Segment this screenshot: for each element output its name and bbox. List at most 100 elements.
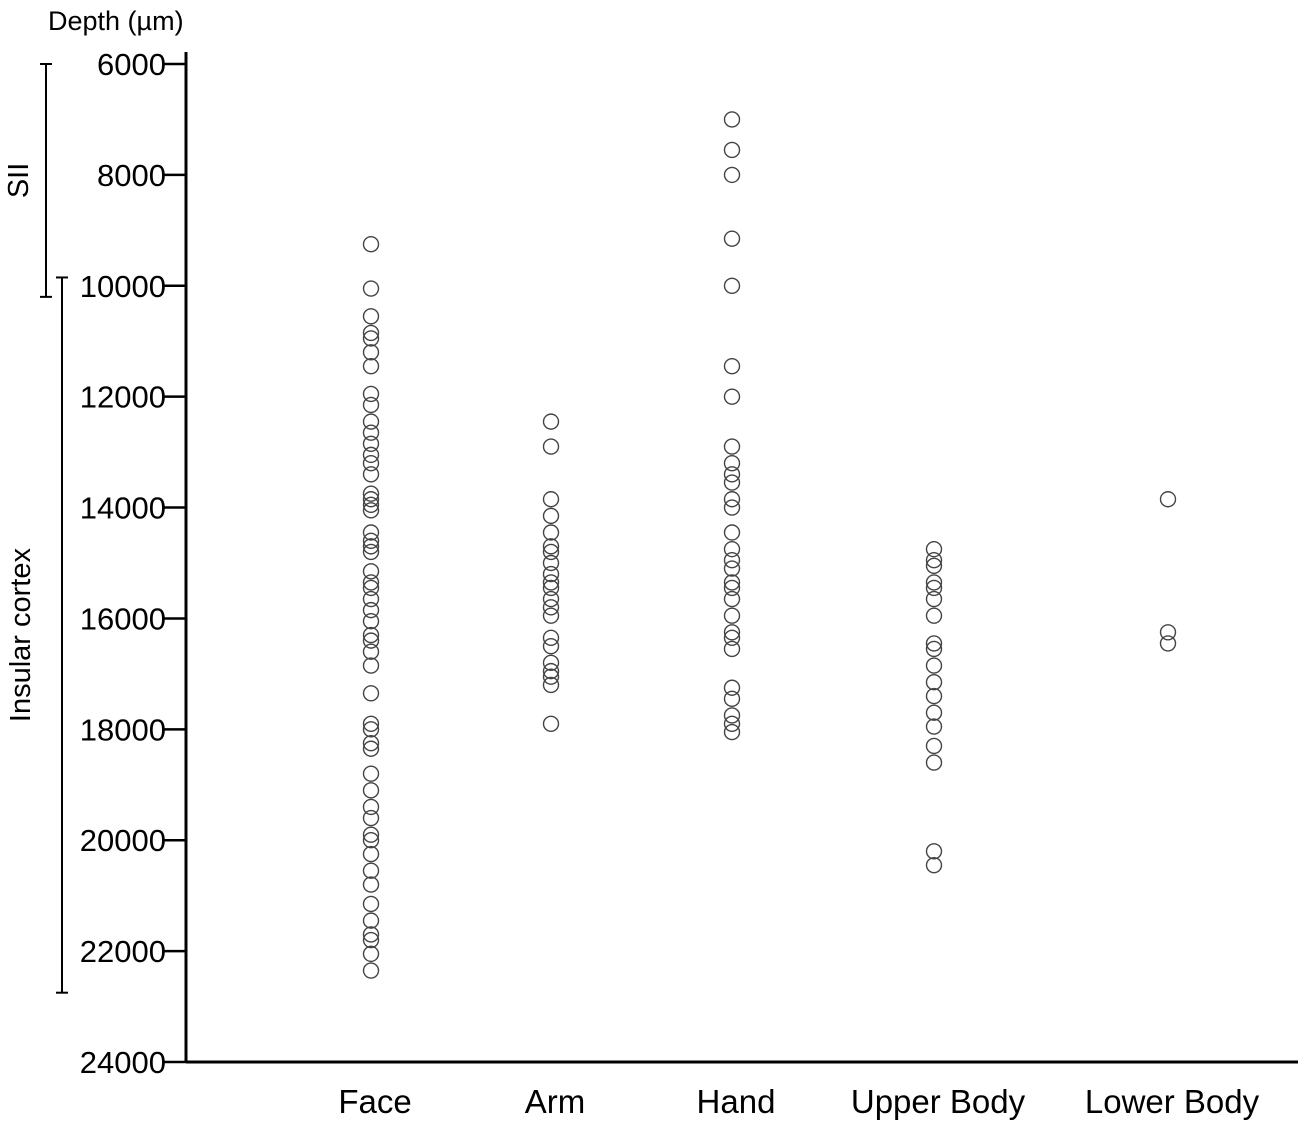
point-upper-body-17 [925, 856, 943, 874]
point-arm-3 [542, 507, 560, 525]
point-hand-15 [723, 552, 741, 569]
point-face-40 [362, 798, 380, 816]
point-lower-body-1 [1159, 624, 1177, 641]
point-face-39 [362, 782, 380, 799]
y-tick-label-18000: 18000 [80, 712, 166, 747]
point-face-38 [362, 765, 380, 782]
point-hand-5 [723, 357, 741, 375]
point-face-47 [362, 895, 380, 913]
point-hand-3 [723, 230, 741, 247]
point-arm-18 [542, 668, 560, 685]
point-face-17 [362, 496, 380, 513]
category-label-arm: Arm [525, 1083, 586, 1120]
point-arm-9 [542, 574, 560, 591]
point-face-33 [362, 685, 380, 702]
point-face-4 [362, 330, 380, 347]
point-hand-14 [723, 540, 741, 558]
point-hand-24 [723, 679, 741, 696]
point-arm-20 [542, 715, 560, 732]
point-arm-0 [542, 413, 560, 430]
region-label-sii: SII [3, 163, 35, 198]
point-face-16 [362, 491, 380, 508]
point-upper-body-14 [925, 737, 943, 755]
point-arm-4 [542, 524, 560, 541]
point-face-9 [362, 413, 380, 430]
point-upper-body-8 [925, 640, 943, 658]
point-hand-13 [723, 524, 741, 541]
point-arm-13 [542, 607, 560, 624]
point-arm-17 [542, 662, 560, 680]
point-hand-23 [723, 640, 741, 658]
point-hand-21 [723, 624, 741, 641]
point-upper-body-7 [925, 635, 943, 652]
point-face-34 [362, 715, 380, 732]
y-tick-label-22000: 22000 [80, 934, 166, 969]
y-tick-label-12000: 12000 [80, 380, 166, 415]
point-arm-10 [542, 579, 560, 597]
point-face-42 [362, 826, 380, 843]
y-tick-label-10000: 10000 [80, 269, 166, 304]
category-label-lower-body: Lower Body [1085, 1083, 1260, 1120]
category-label-face: Face [338, 1083, 411, 1120]
point-face-49 [362, 926, 380, 943]
point-face-6 [362, 357, 380, 375]
point-face-26 [362, 590, 380, 608]
point-hand-2 [723, 166, 741, 184]
point-upper-body-10 [925, 674, 943, 691]
point-upper-body-4 [925, 579, 943, 597]
point-face-51 [362, 945, 380, 963]
category-label-upper-body: Upper Body [851, 1083, 1026, 1120]
y-tick-label-14000: 14000 [80, 491, 166, 526]
point-hand-1 [723, 141, 741, 159]
point-lower-body-0 [1159, 491, 1177, 508]
point-face-10 [362, 424, 380, 441]
region-bracket-group: SII Insular cortex [3, 63, 68, 994]
point-arm-19 [542, 676, 560, 694]
point-face-25 [362, 579, 380, 597]
point-hand-27 [723, 715, 741, 732]
point-face-46 [362, 876, 380, 893]
point-hand-4 [723, 277, 741, 294]
point-hand-17 [723, 574, 741, 591]
point-face-50 [362, 931, 380, 949]
point-face-7 [362, 385, 380, 403]
point-upper-body-9 [925, 657, 943, 674]
point-hand-16 [723, 560, 741, 577]
point-face-48 [362, 912, 380, 929]
point-arm-1 [542, 438, 560, 455]
data-point-group [362, 111, 1177, 979]
point-hand-26 [723, 707, 741, 724]
point-upper-body-13 [925, 718, 943, 735]
y-tick-label-16000: 16000 [80, 601, 166, 636]
point-upper-body-11 [925, 687, 943, 705]
point-face-2 [362, 308, 380, 325]
point-hand-20 [723, 607, 741, 624]
point-face-31 [362, 643, 380, 660]
point-face-3 [362, 324, 380, 342]
region-label-insular-cortex: Insular cortex [5, 548, 37, 723]
point-hand-19 [723, 590, 741, 608]
point-face-15 [362, 485, 380, 502]
category-label-group: Face Arm Hand Upper Body Lower Body [338, 1083, 1259, 1120]
category-label-hand: Hand [697, 1083, 776, 1120]
point-arm-5 [542, 538, 560, 555]
point-face-52 [362, 962, 380, 979]
point-arm-11 [542, 590, 560, 608]
point-upper-body-6 [925, 607, 943, 624]
point-upper-body-12 [925, 704, 943, 721]
point-hand-18 [723, 579, 741, 597]
point-face-24 [362, 574, 380, 591]
point-upper-body-3 [925, 574, 943, 591]
point-hand-11 [723, 491, 741, 508]
point-face-11 [362, 435, 380, 452]
point-face-1 [362, 280, 380, 297]
point-face-43 [362, 832, 380, 849]
point-face-23 [362, 563, 380, 580]
point-arm-2 [542, 491, 560, 508]
y-tick-label-6000: 6000 [97, 47, 166, 82]
point-face-44 [362, 845, 380, 863]
point-face-12 [362, 446, 380, 464]
point-face-19 [362, 524, 380, 541]
point-upper-body-16 [925, 843, 943, 860]
